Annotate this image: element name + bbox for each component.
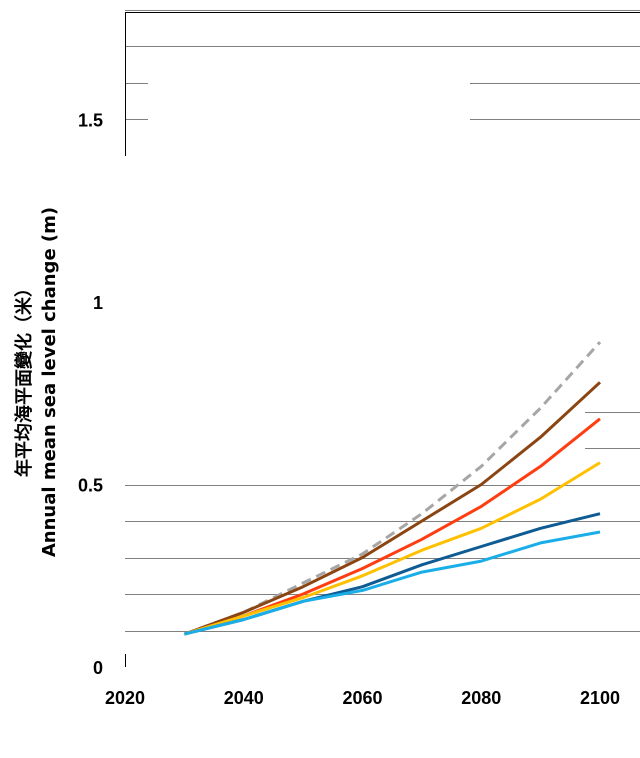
y-tick-label: 1.5 [78,111,103,131]
y-axis-label-zh: 年平均海平面變化（米） [13,279,35,477]
series-line-4 [183,461,601,636]
y-tick-label: 1 [93,293,103,313]
series-line-3 [183,417,601,636]
series-line-6 [184,530,601,636]
y-tick-label: 0 [93,658,103,678]
gridlines [125,10,640,632]
x-tick-label: 2080 [461,688,501,708]
y-tick-label: 0.5 [78,476,103,496]
y-axis-label: 年平均海平面變化（米） [13,279,35,477]
series-lines [183,341,602,636]
y-axis-label-en-group: Annual mean sea level change (m) [39,207,60,557]
tick-labels: 0 0.5 1 1.5 2020 2040 2060 2080 2100 [78,111,620,709]
x-tick-label: 2060 [342,688,382,708]
x-tick-label: 2020 [105,688,145,708]
series-line-1 [183,341,602,636]
axes [125,12,640,667]
x-tick-label: 2100 [580,688,620,708]
series-line-2 [183,381,602,636]
y-axis-label-en: Annual mean sea level change (m) [39,207,60,557]
x-tick-label: 2040 [224,688,264,708]
